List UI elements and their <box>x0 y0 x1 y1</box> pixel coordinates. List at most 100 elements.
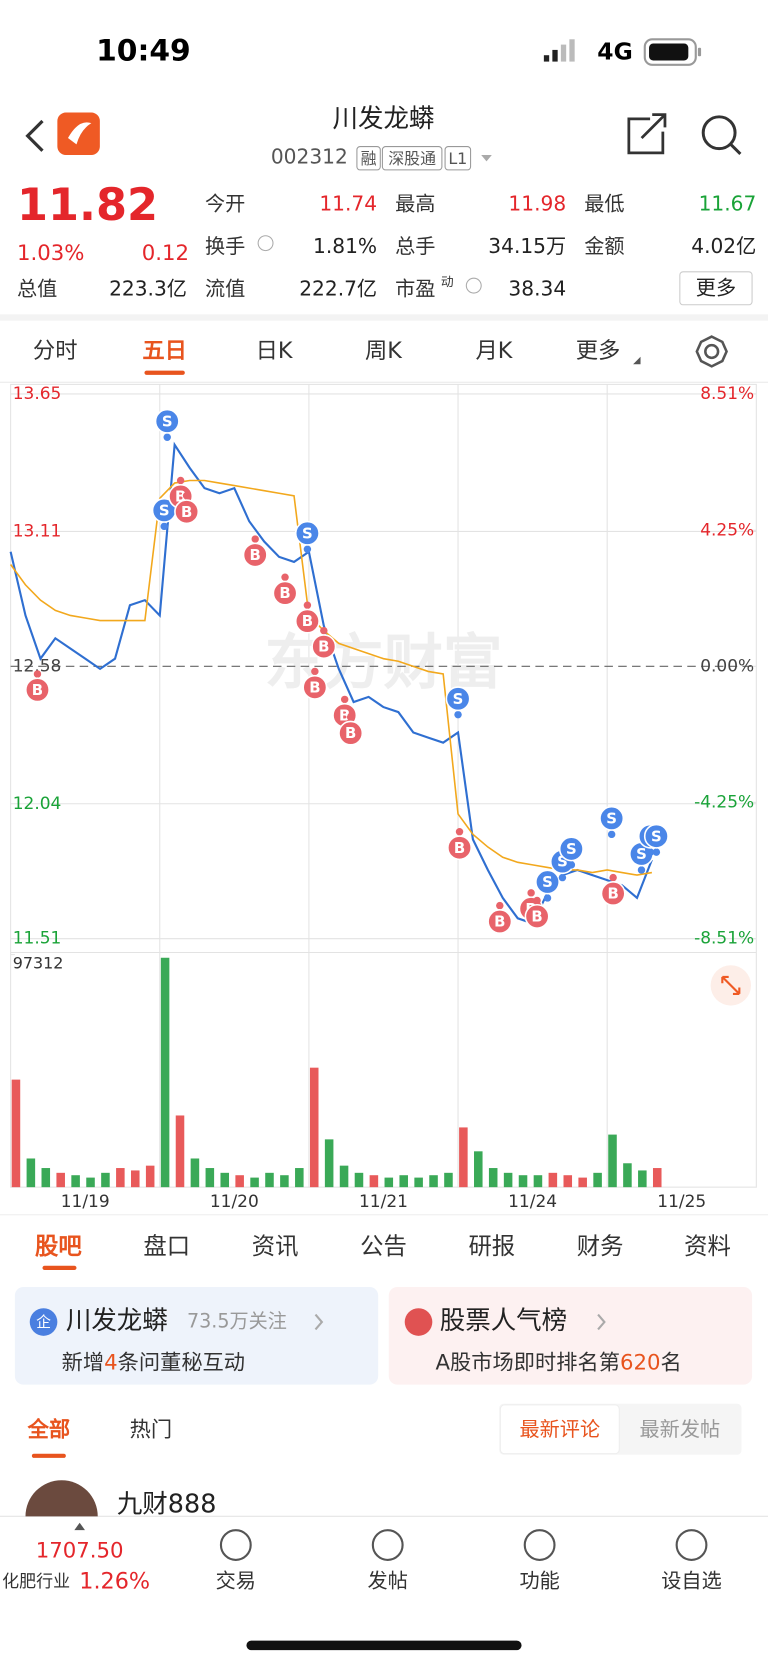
volume-bar <box>548 1172 558 1188</box>
volume-bar <box>295 1168 304 1188</box>
action-icon[interactable] <box>371 1529 404 1561</box>
marker-dot <box>251 535 259 543</box>
volume-bar <box>533 1175 543 1188</box>
card[interactable] <box>14 1286 379 1385</box>
pe-sup: 动 <box>441 275 454 290</box>
trade-marker: S <box>154 408 180 441</box>
action-icon[interactable] <box>219 1529 252 1561</box>
trade-marker: B <box>311 626 337 660</box>
settings-button[interactable] <box>695 335 728 368</box>
info-tab[interactable]: 资讯 <box>252 1232 299 1260</box>
info-tab[interactable]: 财务 <box>577 1232 624 1260</box>
tag: L1 <box>448 149 467 168</box>
volume-bar <box>623 1163 632 1188</box>
chevron <box>597 1313 606 1331</box>
marker-dot <box>33 670 42 678</box>
volume-bar <box>235 1175 244 1188</box>
share-button[interactable] <box>627 113 667 155</box>
marker-dot <box>454 710 462 719</box>
chart-tab[interactable]: 月K <box>475 338 513 364</box>
y-tick-label: 12.58 <box>13 656 62 676</box>
trade-marker: B <box>294 601 320 634</box>
volume-bar <box>503 1172 513 1188</box>
expand-button[interactable] <box>710 965 752 1006</box>
marker-label: B <box>181 503 192 521</box>
volume-bar <box>414 1177 423 1188</box>
marker-badge <box>154 408 180 434</box>
trade-marker: B <box>447 828 473 861</box>
more-label[interactable]: 更多 <box>696 275 736 299</box>
x-tick-label: 11/24 <box>508 1192 557 1212</box>
marker-dot <box>543 894 552 902</box>
marker-label: S <box>566 840 577 858</box>
marker-badge <box>174 499 200 525</box>
marker-dot <box>646 848 655 856</box>
marker-badge <box>242 542 268 568</box>
y-tick-label: 13.11 <box>13 521 62 541</box>
post-author: 九财888 <box>117 1490 217 1520</box>
tag-box <box>356 146 381 171</box>
stat-value: 11.74 <box>319 191 377 215</box>
volume-bar <box>205 1168 215 1188</box>
info-icon <box>465 277 482 294</box>
index-name: 化肥行业 <box>2 1572 70 1592</box>
marker-label: S <box>636 845 647 863</box>
marker-badge <box>524 903 550 929</box>
logo <box>57 112 100 156</box>
info-tab[interactable]: 公告 <box>360 1232 407 1260</box>
divider <box>0 314 768 321</box>
marker-label: S <box>162 412 173 430</box>
volume-bar <box>101 1172 110 1188</box>
volume-bar <box>71 1175 80 1188</box>
marker-dot <box>320 626 328 635</box>
filter-tab[interactable]: 热门 <box>130 1417 172 1442</box>
card-icon <box>404 1308 433 1336</box>
y-tick-label: 12.04 <box>13 794 62 814</box>
sort-option[interactable]: 最新评论 <box>519 1417 600 1441</box>
dropdown[interactable] <box>481 155 492 162</box>
y2-tick-label: 0.00% <box>700 656 754 676</box>
chart-tab[interactable]: 五日 <box>142 338 187 364</box>
stat-value: 223.3亿 <box>109 276 187 300</box>
action-label[interactable]: 发帖 <box>368 1569 408 1593</box>
chart-tab[interactable]: 日K <box>256 338 294 364</box>
action-label[interactable]: 设自选 <box>661 1569 721 1593</box>
marker-badge <box>599 805 625 831</box>
marker-dot <box>558 873 567 882</box>
action-label[interactable]: 功能 <box>519 1569 559 1593</box>
filter-tab[interactable]: 全部 <box>27 1416 70 1442</box>
volume-max: 97312 <box>13 954 64 973</box>
info-tab[interactable]: 盘口 <box>143 1232 190 1260</box>
marker-label: B <box>607 885 618 903</box>
arrow <box>74 1522 85 1531</box>
info-tab[interactable]: 资料 <box>684 1232 731 1260</box>
chart-tab[interactable]: 周K <box>365 338 403 364</box>
stat-value: 34.15万 <box>488 234 566 258</box>
marker-label: S <box>302 524 313 542</box>
info-tab[interactable]: 研报 <box>468 1232 515 1260</box>
home-indicator <box>246 1640 522 1651</box>
action-icon[interactable] <box>523 1529 556 1561</box>
stat-value: 11.67 <box>699 191 757 215</box>
stat-value: 11.98 <box>508 191 566 215</box>
marker-badge <box>302 674 328 700</box>
volume-bar <box>11 1079 21 1188</box>
chart-tab[interactable]: 分时 <box>33 338 78 364</box>
stat-label: 总值 <box>17 276 57 300</box>
card[interactable] <box>388 1286 753 1385</box>
action-label[interactable]: 交易 <box>216 1569 256 1593</box>
more-button[interactable] <box>679 271 753 306</box>
trade-marker: B <box>338 713 364 746</box>
back-button[interactable] <box>25 119 44 152</box>
y2-tick-label: -8.51% <box>694 929 754 949</box>
info-tab[interactable]: 股吧 <box>35 1232 82 1260</box>
chart-tab[interactable]: 更多 <box>576 338 621 364</box>
sort-option[interactable]: 最新发帖 <box>640 1417 721 1441</box>
marker-dot <box>567 861 576 869</box>
marker-dot <box>496 901 504 910</box>
trade-marker: B <box>24 670 50 703</box>
action-icon[interactable] <box>675 1529 708 1561</box>
search-button[interactable] <box>701 115 742 156</box>
info-icon <box>257 235 274 252</box>
y-tick-label: 11.51 <box>13 929 62 949</box>
